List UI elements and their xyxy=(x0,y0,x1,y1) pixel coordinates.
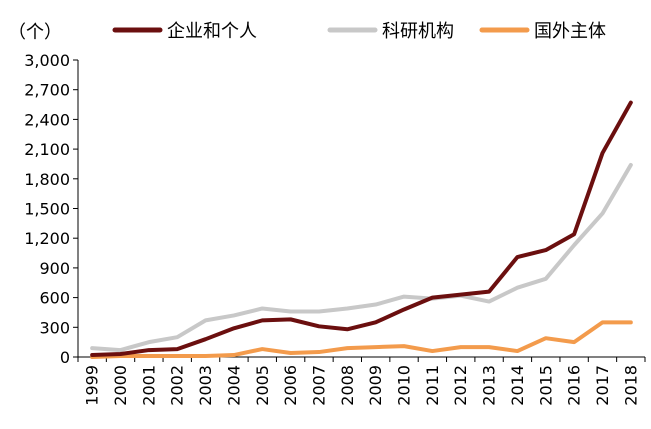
y-tick-label: 0 xyxy=(60,348,70,367)
y-axis: 0 300 600 900 1,200 1,500 1,800 2,100 2,400 2,700… xyxy=(24,51,79,367)
x-tick-label: 2008 xyxy=(338,365,357,406)
x-tick-label: 2016 xyxy=(565,365,584,406)
y-tick-label: 2,100 xyxy=(24,140,70,159)
x-tick-label: 2009 xyxy=(366,365,385,406)
x-tick-label: 2000 xyxy=(111,365,130,406)
y-tick-label: 2,700 xyxy=(24,81,70,100)
y-axis-unit-label: （个） xyxy=(8,22,62,43)
legend-label-3: 国外主体 xyxy=(534,21,606,42)
x-tick-label: 2013 xyxy=(480,365,499,406)
series-line-2 xyxy=(90,162,633,353)
x-tick-label: 2012 xyxy=(451,365,470,406)
y-tick-label: 1,200 xyxy=(24,229,70,248)
legend-label-1: 企业和个人 xyxy=(167,21,257,42)
series-line-3 xyxy=(90,320,633,359)
y-tick-label: 1,800 xyxy=(24,170,70,189)
x-tick-label: 1999 xyxy=(83,365,102,406)
y-tick-label: 300 xyxy=(39,318,70,337)
x-tick-label: 2003 xyxy=(196,365,215,406)
x-axis: 1999 2000 2001 2002 2003 2004 2005 2006 2007 2008… xyxy=(77,356,646,406)
x-tick-label: 2014 xyxy=(508,365,527,406)
series-line-1 xyxy=(90,100,633,358)
x-tick-label: 2006 xyxy=(281,365,300,406)
x-tick-label: 2015 xyxy=(536,365,555,406)
x-tick-label: 2011 xyxy=(423,365,442,406)
x-tick-label: 2017 xyxy=(593,365,612,406)
x-tick-label: 2001 xyxy=(139,365,158,406)
x-tick-label: 2002 xyxy=(168,365,187,406)
y-tick-label: 600 xyxy=(39,289,70,308)
y-tick-label: 2,400 xyxy=(24,110,70,129)
legend-label-2: 科研机构 xyxy=(382,21,454,42)
y-tick-label: 3,000 xyxy=(24,51,70,70)
y-tick-label: 900 xyxy=(39,259,70,278)
x-tick-label: 2010 xyxy=(395,365,414,406)
x-tick-label: 2018 xyxy=(621,365,640,406)
x-tick-label: 2005 xyxy=(253,365,272,406)
x-tick-label: 2007 xyxy=(309,365,328,406)
legend: 企业和个人 科研机构 国外主体 xyxy=(112,21,606,42)
x-tick-label: 2004 xyxy=(224,365,243,406)
series-layer xyxy=(90,100,633,359)
y-tick-label: 1,500 xyxy=(24,200,70,219)
